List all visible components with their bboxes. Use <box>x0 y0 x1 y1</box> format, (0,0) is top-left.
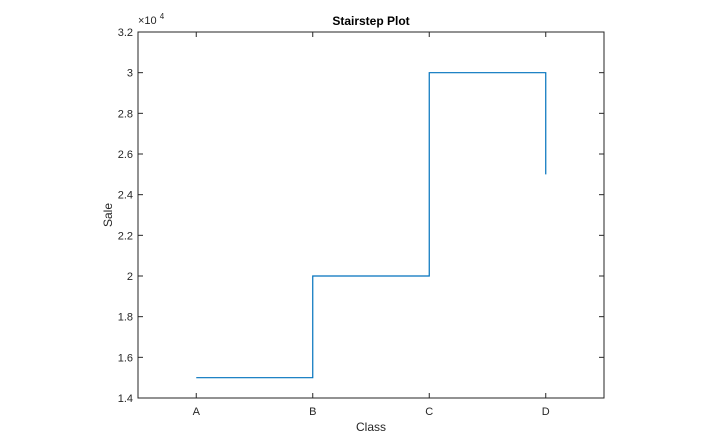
y-tick-label: 2 <box>127 271 133 283</box>
y-axis-label: Sale <box>101 203 115 227</box>
y-tick-label: 2.2 <box>118 230 133 242</box>
x-tick-label: C <box>425 406 433 418</box>
x-tick-label: A <box>193 406 201 418</box>
y-tick-label: 2.4 <box>118 190 133 202</box>
x-axis: A B C D <box>193 32 550 418</box>
y-tick-label: 3 <box>127 68 133 80</box>
y-tick-label: 1.6 <box>118 352 133 364</box>
y-exponent-base: ×10 <box>138 15 157 27</box>
y-tick-label: 1.4 <box>118 393 133 405</box>
stairstep-series-line <box>196 72 547 379</box>
chart-title: Stairstep Plot <box>332 14 409 28</box>
y-tick-label: 2.6 <box>118 149 133 161</box>
y-axis-exponent-label: ×10 4 <box>138 12 165 27</box>
axes-box <box>137 31 605 399</box>
x-tick-label: B <box>309 406 316 418</box>
y-tick-label: 3.2 <box>118 27 133 39</box>
y-tick-label: 2.8 <box>118 108 133 120</box>
x-axis-label: Class <box>356 420 386 434</box>
y-tick-label: 1.8 <box>118 312 133 324</box>
x-tick-label: D <box>542 406 550 418</box>
y-exponent-power: 4 <box>160 12 165 21</box>
y-axis: 1.4 1.6 1.8 2 2.2 2.4 2.6 2.8 3 3.2 <box>118 27 604 405</box>
